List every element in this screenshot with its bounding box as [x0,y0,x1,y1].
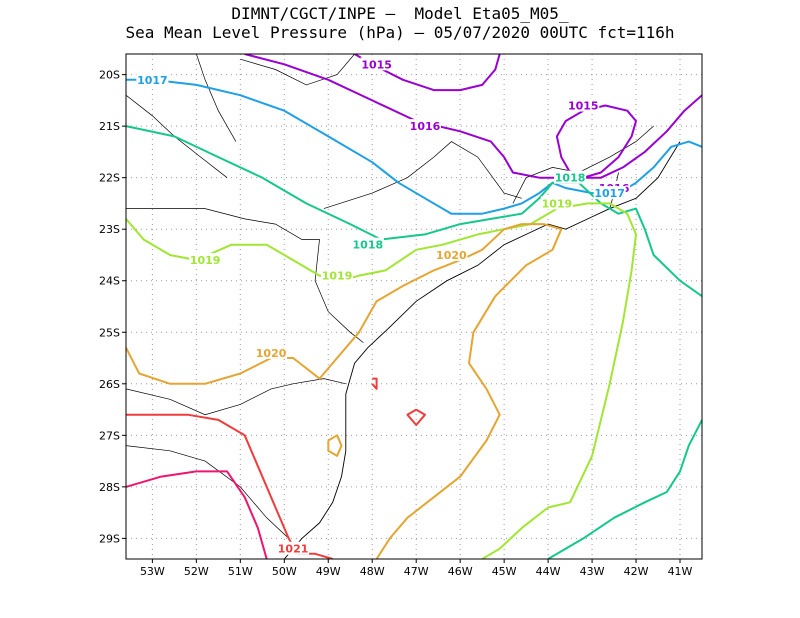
tick-label-lat: 27S [99,429,120,442]
isobar-label-1015: 1015 [568,100,599,113]
isobar-1018 [126,125,702,298]
tick-label-lat: 26S [99,378,120,391]
isobar-label-1019: 1019 [322,270,353,283]
tick-label-lat: 29S [99,532,120,545]
isobar-label-bg [255,345,288,359]
tick-label-lon: 42W [624,565,649,578]
isobar-label-1019: 1019 [542,197,573,210]
state-border [240,54,355,86]
isobar-label-1020: 1020 [436,249,467,262]
isobar-1021 [406,408,426,426]
title-line-1: DIMNT/CGCT/INPE – Model Eta05_M05_ [231,4,569,23]
grid-lines [126,54,702,559]
plot-frame [125,53,703,560]
isobar-1019 [126,202,637,559]
tick-label-lon: 47W [404,565,429,578]
isobar-label-bg [189,253,222,267]
isobar-label-1018: 1018 [353,239,384,252]
isobar-label-bg [351,237,384,251]
isobar-label-bg [567,98,600,112]
tick-label-lat: 21S [99,120,120,133]
tick-label-lon: 51W [228,565,253,578]
isobar-label-bg [435,247,468,261]
isobar-label-bg [554,170,587,184]
isobar-label-1015: 1015 [361,58,392,71]
isobar-1015 [555,104,637,179]
isobar-label-bg [593,186,626,200]
isobar-label-1016: 1016 [410,120,441,133]
isobar-1018 [547,419,702,559]
isobar-label-1018: 1018 [555,172,586,185]
map-title: DIMNT/CGCT/INPE – Model Eta05_M05_ Sea M… [0,4,800,42]
tick-label-lon: 44W [536,565,561,578]
isobar-label-1021: 1021 [278,543,309,556]
political-borders [126,54,654,554]
state-border [323,141,522,209]
tick-label-lat: 28S [99,481,120,494]
tick-label-lat: 23S [99,223,120,236]
tick-label-lon: 53W [140,565,165,578]
isobar-label-1017: 1017 [137,74,168,87]
isobar-label-bg [136,72,169,86]
tick-label-lat: 25S [99,326,120,339]
isobar-1022 [126,470,268,559]
longitude-axis: 53W 52W 51W 50W 49W 48W 47W 46W 45W 44W 43W 42W 41W [140,559,693,578]
tick-label-lon: 52W [184,565,209,578]
isobar-label-bg [408,119,441,133]
isobar-1017 [126,78,702,215]
isobar-label-1017: 1017 [594,187,625,200]
state-border [126,208,364,343]
isobar-label-bg [277,541,310,555]
state-border [196,54,237,142]
tick-label-lon: 50W [272,565,297,578]
isobar-label-bg [540,196,573,210]
tick-label-lat: 22S [99,172,120,185]
isobar-labels: 1015101510161016101710171018101810191019… [136,57,631,556]
coastline-path [283,141,681,559]
tick-label-lon: 49W [316,565,341,578]
coastline [283,141,681,559]
tick-label-lat: 24S [99,275,120,288]
isobar-label-1020: 1020 [256,347,287,360]
latitude-axis: 20S 21S 22S 23S 24S 25S 26S 27S 28S 29S [99,69,126,545]
tick-label-lon: 43W [580,565,605,578]
tick-label-lon: 45W [492,565,517,578]
isobar-label-bg [360,57,393,71]
state-border [126,378,346,416]
tick-label-lon: 46W [448,565,473,578]
isobar-1021 [371,377,378,390]
tick-label-lon: 41W [668,565,693,578]
isobar-1020 [327,434,343,457]
title-line-2: Sea Mean Level Pressure (hPa) – 05/07/20… [125,23,675,42]
tick-label-lat: 20S [99,69,120,82]
tick-label-lon: 48W [360,565,385,578]
isobar-1016 [244,54,702,179]
isobar-label-1019: 1019 [190,254,221,267]
isobar-label-bg [321,268,354,282]
